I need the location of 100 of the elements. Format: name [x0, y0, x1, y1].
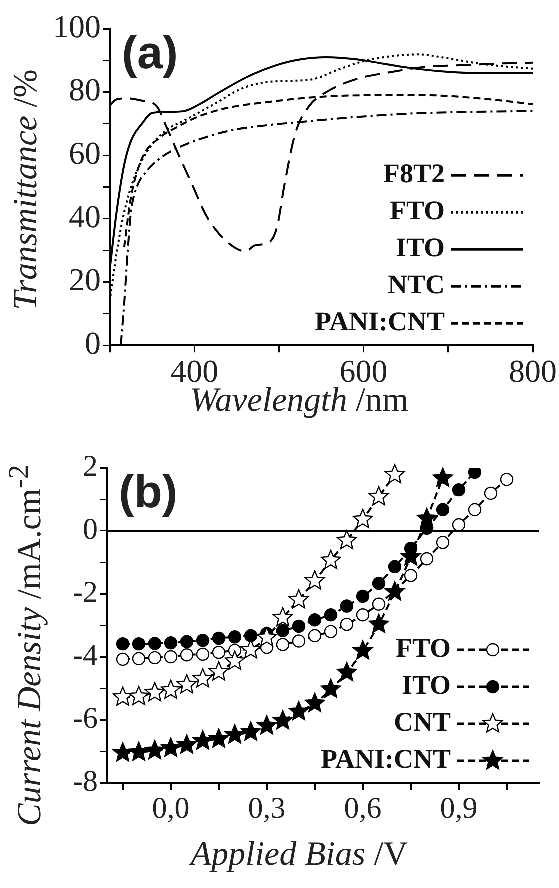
point [320, 550, 342, 570]
x-tick-label: 0,0 [152, 792, 190, 825]
y-tick-label: 80 [69, 72, 101, 108]
x-tick-label: 0,6 [344, 792, 382, 825]
point [208, 662, 230, 681]
point [196, 648, 210, 662]
point [148, 637, 162, 650]
y-axis-title: Transmittance /% [6, 70, 45, 310]
point [292, 634, 306, 648]
legend-label: PANI:CNT [321, 744, 451, 774]
y-tick-label: 2 [83, 450, 98, 483]
point [324, 625, 338, 638]
point [432, 468, 454, 488]
y-tick-label: 40 [69, 198, 101, 234]
point [112, 686, 134, 706]
point [368, 614, 390, 634]
point [452, 483, 466, 497]
legend-label: CNT [394, 706, 451, 737]
point [128, 742, 150, 762]
point [224, 724, 246, 744]
x-tick-label: 0,3 [248, 792, 286, 825]
legend-label: PANI:CNT [315, 306, 445, 337]
point [144, 740, 166, 760]
point [272, 710, 294, 730]
point [304, 693, 326, 712]
point [368, 486, 390, 506]
point [288, 701, 310, 720]
point [208, 728, 230, 748]
point [212, 646, 226, 660]
y-tick-label: 0 [85, 325, 101, 362]
point [240, 722, 262, 741]
point [180, 635, 194, 648]
point [484, 486, 498, 500]
point [420, 552, 434, 566]
point [196, 634, 210, 648]
point [272, 607, 294, 627]
x-tick-label: 0,9 [440, 792, 478, 825]
y-tick-label: -2 [73, 576, 98, 609]
point [388, 560, 402, 574]
legend-label: ITO [402, 670, 451, 700]
point [116, 652, 130, 666]
point [180, 648, 194, 662]
point [292, 620, 306, 634]
y-tick-label: -4 [73, 638, 98, 672]
point [436, 536, 450, 550]
point [192, 730, 214, 750]
legend-label: FTO [396, 632, 451, 663]
y-tick-label: 60 [69, 135, 101, 172]
point [164, 636, 178, 650]
point [160, 738, 182, 758]
point [304, 570, 326, 590]
legend-label: FTO [390, 196, 445, 226]
point [500, 473, 514, 486]
point [336, 662, 358, 682]
point [256, 627, 278, 646]
point [256, 715, 278, 735]
point [276, 624, 290, 638]
y-tick-label: 100 [53, 8, 101, 44]
point [288, 589, 310, 609]
legend-label: ITO [396, 232, 445, 263]
point [144, 682, 166, 702]
point [308, 614, 322, 627]
point [468, 468, 482, 480]
point [324, 608, 338, 622]
point [452, 518, 466, 532]
point [308, 629, 322, 642]
point [160, 680, 182, 700]
y-tick-label: 0 [83, 512, 98, 546]
point [384, 464, 406, 484]
point [192, 668, 214, 688]
point [416, 508, 438, 528]
point [224, 650, 246, 670]
point [132, 637, 146, 651]
point [372, 598, 386, 611]
point [404, 569, 418, 582]
point [164, 650, 178, 664]
point [468, 503, 482, 516]
legend-label: F8T2 [383, 158, 445, 189]
point [244, 629, 258, 642]
x-axis-title: Applied Bias /V [188, 836, 410, 874]
point [320, 678, 342, 698]
point [336, 530, 358, 550]
point [132, 652, 146, 666]
point [340, 600, 354, 613]
point [352, 640, 374, 660]
point [352, 509, 374, 528]
legend-label: NTC [388, 270, 445, 300]
y-tick-label: -8 [73, 764, 98, 798]
point [372, 577, 386, 590]
point [212, 632, 226, 646]
point [176, 674, 198, 694]
annotation: (b) [119, 466, 178, 518]
annotation: (a) [122, 26, 178, 79]
point [276, 638, 290, 652]
point [116, 637, 130, 651]
point [340, 618, 354, 632]
y-tick-label: 20 [69, 262, 101, 298]
point [356, 608, 370, 622]
point [384, 582, 406, 601]
point [128, 686, 150, 706]
